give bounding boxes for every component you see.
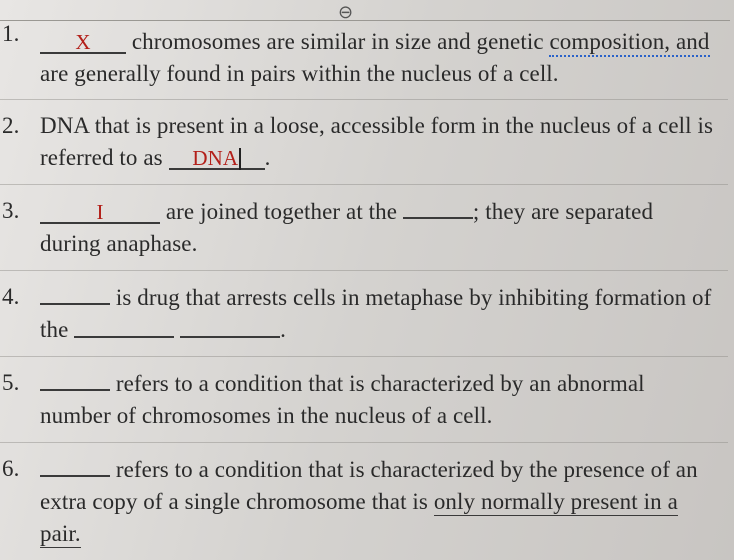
q4-blank-1[interactable] <box>40 281 110 305</box>
q6-blank-1[interactable] <box>40 453 110 477</box>
q4-blank-2[interactable] <box>74 313 174 337</box>
question-1: X chromosomes are similar in size and ge… <box>0 8 728 99</box>
question-list: X chromosomes are similar in size and ge… <box>0 8 728 559</box>
question-5: refers to a condition that is characteri… <box>0 356 728 442</box>
q6-text-2: . <box>75 521 81 548</box>
question-6: refers to a condition that is characteri… <box>0 442 728 559</box>
q5-blank-1[interactable] <box>40 367 110 391</box>
question-2: DNA that is present in a loose, accessib… <box>0 99 728 183</box>
q2-blank-1[interactable]: DNA <box>169 148 265 170</box>
q5-text-1: refers to a condition that is characteri… <box>40 371 645 428</box>
q1-text-2: are generally found in pairs within the … <box>40 61 559 86</box>
q2-text-1: DNA that is present in a loose, accessib… <box>40 113 713 170</box>
q1-blank-1[interactable]: X <box>40 32 126 54</box>
q3-blank-1[interactable]: I <box>40 202 160 224</box>
q4-text-3: . <box>280 318 286 343</box>
q6-autocorrect-1[interactable]: pair <box>40 521 75 548</box>
question-4: is drug that arrests cells in metaphase … <box>0 270 728 357</box>
q4-blank-3[interactable] <box>180 313 280 337</box>
worksheet-page: ⊖ X chromosomes are similar in size and … <box>0 0 734 560</box>
q3-text-1: are joined together at the <box>160 199 403 224</box>
q3-blank-2[interactable] <box>403 195 473 219</box>
q1-text-1: chromosomes are similar in size and gene… <box>126 29 549 54</box>
question-3: I are joined together at the ; they are … <box>0 184 728 270</box>
q6-underline-1: only normally present in a <box>434 489 678 516</box>
q2-text-2: . <box>265 145 271 170</box>
q1-autocorrect-1[interactable]: composition, and <box>549 29 709 57</box>
